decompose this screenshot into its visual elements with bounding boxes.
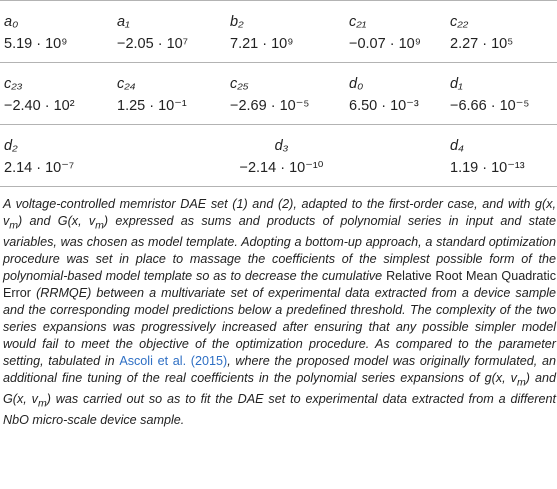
table-cell: d₃ −2.14 · 10⁻¹⁰: [113, 125, 446, 187]
parameter-symbol: c₂₄: [117, 76, 136, 92]
parameter-symbol: c₂₂: [450, 14, 469, 30]
table-cell: d₁ −6.66 · 10⁻⁵: [446, 63, 557, 125]
parameter-value: 6.50 · 10⁻³: [349, 98, 419, 114]
parameter-value: 5.19 · 10⁹: [4, 36, 68, 52]
table-caption: A voltage-controlled memristor DAE set (…: [3, 196, 556, 429]
caption-term: Relative Root Mean Quadratic Error: [3, 269, 556, 301]
parameter-symbol: d₄: [450, 138, 464, 154]
parameter-value: −2.69 · 10⁻⁵: [230, 98, 310, 114]
table-cell: d₀ 6.50 · 10⁻³: [345, 63, 446, 125]
parameter-symbol: a₁: [117, 14, 130, 30]
parameter-value: 1.19 · 10⁻¹³: [450, 160, 525, 176]
parameter-symbol: c₂₁: [349, 14, 367, 30]
parameter-value: 2.27 · 10⁵: [450, 36, 514, 52]
caption-text: ) was carried out so as to fit the DAE s…: [3, 392, 556, 428]
caption-text: ) and G(x, v: [3, 370, 556, 406]
parameter-value: −6.66 · 10⁻⁵: [450, 98, 530, 114]
table-cell: c₂₄ 1.25 · 10⁻¹: [113, 63, 226, 125]
table-cell: c₂₁ −0.07 · 10⁹: [345, 1, 446, 63]
caption-subscript: m: [95, 219, 104, 232]
caption-subscript: m: [37, 397, 47, 410]
caption-text: ) and G(x, v: [18, 213, 96, 228]
table-cell: d₂ 2.14 · 10⁻⁷: [0, 125, 113, 187]
table-cell: a₁ −2.05 · 10⁷: [113, 1, 226, 63]
table-row: d₂ 2.14 · 10⁻⁷ d₃ −2.14 · 10⁻¹⁰ d₄ 1.19 · 1…: [0, 124, 557, 187]
parameter-value: −2.14 · 10⁻¹⁰: [239, 160, 324, 176]
parameter-value: 2.14 · 10⁻⁷: [4, 160, 75, 176]
parameter-symbol: c₂₅: [230, 76, 249, 92]
parameter-symbol: d₁: [450, 76, 463, 92]
parameter-symbol: d₂: [4, 138, 18, 154]
parameter-value: 1.25 · 10⁻¹: [117, 98, 187, 114]
parameter-symbol: d₀: [349, 76, 364, 92]
parameter-symbol: c₂₃: [4, 76, 23, 92]
parameter-table: a₀ 5.19 · 10⁹ a₁ −2.05 · 10⁷ b₂ 7.21 · 10⁹ …: [0, 0, 557, 187]
table-cell: c₂₃ −2.40 · 10²: [0, 63, 113, 125]
caption-subscript: m: [9, 219, 19, 232]
table-cell: c₂₂ 2.27 · 10⁵: [446, 1, 557, 63]
parameter-symbol: d₃: [274, 138, 289, 154]
table-cell: b₂ 7.21 · 10⁹: [226, 1, 345, 63]
table-cell: a₀ 5.19 · 10⁹: [0, 1, 113, 63]
caption-text: ) expressed as sums and products of poly…: [3, 213, 556, 284]
table-bottom-rule: [0, 186, 557, 187]
parameter-value: −2.05 · 10⁷: [117, 36, 188, 52]
parameter-symbol: a₀: [4, 14, 19, 30]
caption-text: , where the proposed model was originall…: [3, 353, 556, 385]
table-cell: c₂₅ −2.69 · 10⁻⁵: [226, 63, 345, 125]
caption-text: (RRMQE) between a multivariate set of ex…: [3, 286, 556, 368]
table-cell: d₄ 1.19 · 10⁻¹³: [446, 125, 557, 187]
table-row: a₀ 5.19 · 10⁹ a₁ −2.05 · 10⁷ b₂ 7.21 · 10⁹ …: [0, 0, 557, 63]
parameter-value: −2.40 · 10²: [4, 98, 75, 114]
caption-subscript: m: [516, 376, 526, 389]
caption-text: A voltage-controlled memristor DAE set (…: [3, 197, 556, 228]
parameter-value: −0.07 · 10⁹: [349, 36, 421, 52]
table-row: c₂₃ −2.40 · 10² c₂₄ 1.25 · 10⁻¹ c₂₅ −2.69 ·…: [0, 62, 557, 125]
parameter-symbol: b₂: [230, 14, 244, 30]
parameter-value: 7.21 · 10⁹: [230, 36, 294, 52]
citation-link[interactable]: Ascoli et al. (2015): [119, 353, 228, 368]
